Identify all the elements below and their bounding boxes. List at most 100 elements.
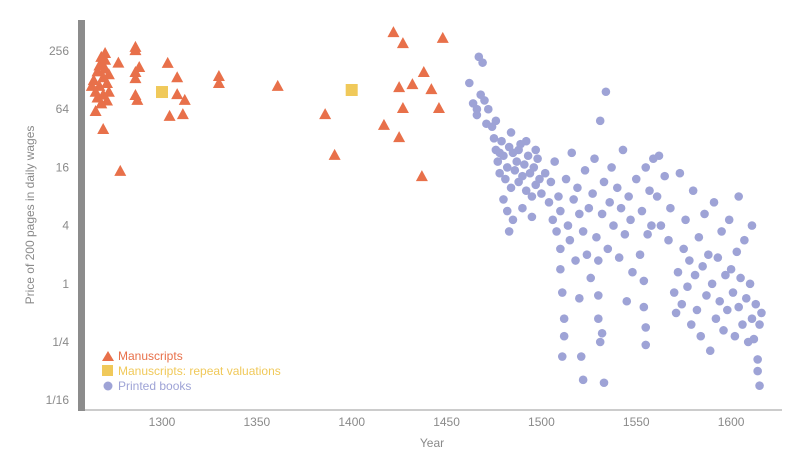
printed-book-point: [713, 253, 723, 262]
printed-book-point: [556, 264, 565, 274]
printed-book-point: [559, 314, 569, 324]
printed-book-point: [669, 288, 679, 297]
printed-book-point: [533, 154, 542, 163]
printed-book-point: [531, 145, 541, 155]
printed-book-point: [493, 157, 503, 166]
printed-book-point: [595, 337, 605, 347]
printed-book-point: [702, 291, 711, 300]
manuscript-point: [425, 83, 438, 95]
manuscript-point: [396, 102, 409, 114]
manuscript-point: [436, 31, 449, 43]
printed-book-point: [501, 174, 510, 184]
printed-book-point: [618, 145, 628, 155]
manuscript-point: [393, 81, 406, 93]
printed-book-point: [499, 195, 508, 204]
printed-book-point: [755, 381, 764, 390]
printed-book-point: [645, 186, 654, 195]
printed-book-point: [639, 276, 649, 286]
manuscript-point: [131, 93, 144, 105]
manuscript-point: [89, 104, 102, 116]
printed-book-point: [738, 320, 747, 329]
printed-book-point: [652, 192, 662, 201]
printed-book-point: [730, 331, 740, 341]
y-tick-label: 64: [56, 102, 70, 116]
repeat-valuation-point: [156, 86, 168, 99]
printed-book-point: [556, 244, 565, 254]
printed-book-point: [502, 206, 512, 216]
printed-book-point: [557, 352, 567, 361]
printed-book-point: [597, 209, 607, 219]
x-tick-labels: 1300 1350 1400 1450 1500 1550 1600: [149, 415, 745, 429]
printed-book-point: [512, 157, 522, 166]
printed-book-point: [544, 198, 554, 207]
printed-book-point: [514, 145, 523, 155]
x-tick-label: 1350: [243, 415, 270, 429]
manuscript-point: [176, 108, 189, 120]
printed-book-point: [639, 302, 649, 312]
printed-book-point: [561, 174, 571, 184]
printed-book-point: [518, 203, 527, 213]
legend-label-repeat: Manuscripts: repeat valuations: [118, 364, 281, 378]
manuscript-point: [112, 56, 125, 68]
printed-book-point: [647, 221, 656, 230]
printed-book-point: [711, 314, 721, 324]
printed-book-point: [728, 288, 738, 297]
printed-book-point: [740, 235, 749, 245]
manuscript-point: [95, 97, 108, 109]
printed-book-point: [559, 331, 569, 341]
manuscript-point: [91, 91, 104, 103]
manuscript-point: [163, 109, 176, 121]
printed-book-point: [607, 163, 616, 172]
printed-book-point: [601, 87, 611, 97]
printed-book-point: [721, 270, 730, 280]
printed-book-point: [510, 166, 520, 175]
printed-book-point: [588, 189, 597, 198]
printed-book-point: [491, 116, 501, 126]
x-tick-label: 1300: [149, 415, 176, 429]
manuscript-point: [85, 79, 98, 91]
x-tick-label: 1550: [623, 415, 650, 429]
printed-book-point: [592, 232, 601, 242]
printed-book-point: [569, 195, 578, 204]
printed-book-point: [681, 215, 690, 225]
printed-book-point: [715, 296, 725, 306]
printed-book-point: [502, 163, 512, 172]
printed-book-point: [584, 203, 594, 213]
printed-book-point: [508, 215, 518, 225]
manuscript-point: [102, 85, 115, 97]
printed-book-point: [567, 148, 577, 158]
printed-book-point: [745, 279, 755, 289]
printed-book-point: [595, 116, 605, 126]
printed-book-point: [635, 250, 645, 259]
manuscript-point: [377, 118, 390, 130]
printed-book-point: [521, 136, 531, 146]
y-tick-labels: 256 64 16 4 1 1/4 1/16: [46, 44, 70, 407]
repeat-valuation-point: [345, 83, 358, 96]
legend-label-manuscripts: Manuscripts: [118, 349, 183, 363]
printed-book-point: [641, 163, 651, 172]
y-tick-label: 4: [62, 219, 69, 233]
printed-book-point: [575, 294, 584, 303]
printed-book-point: [732, 247, 742, 257]
printed-book-point: [683, 282, 692, 292]
printed-book-point: [656, 221, 666, 230]
printed-book-point: [576, 352, 586, 361]
printed-book-point: [751, 299, 761, 309]
manuscript-point: [178, 93, 191, 105]
printed-book-point: [736, 273, 745, 283]
printed-book-point: [616, 203, 626, 213]
printed-book-point: [749, 334, 759, 344]
printed-book-point: [624, 192, 633, 201]
printed-book-point: [690, 270, 700, 280]
y-axis-bar: [78, 20, 85, 411]
printed-book-point: [495, 168, 504, 178]
manuscript-point: [129, 65, 142, 77]
printed-book-point: [563, 221, 573, 230]
printed-book-point: [688, 186, 698, 195]
manuscript-point: [114, 164, 127, 176]
printed-book-point: [641, 340, 651, 350]
printed-book-point: [506, 128, 516, 137]
printed-book-point: [664, 235, 673, 245]
printed-book-point: [554, 192, 563, 201]
